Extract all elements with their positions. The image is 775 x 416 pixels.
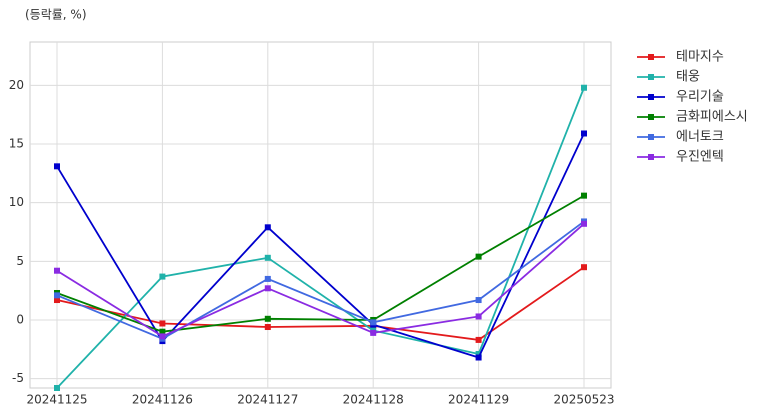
point <box>475 350 482 357</box>
point <box>264 275 271 282</box>
point <box>581 264 587 271</box>
point <box>264 254 271 261</box>
point <box>475 313 482 320</box>
point <box>475 253 482 260</box>
series-line <box>56 223 585 338</box>
legend-marker <box>648 94 654 100</box>
legend-marker <box>648 74 654 80</box>
point <box>159 320 166 327</box>
point <box>581 130 587 137</box>
point <box>54 385 60 391</box>
point <box>581 220 587 227</box>
y-tick-label: 20 <box>9 78 24 92</box>
series-line <box>56 266 585 341</box>
series-line <box>56 87 585 389</box>
point <box>54 292 60 299</box>
point <box>54 267 60 274</box>
legend-label: 에너토크 <box>676 130 724 145</box>
x-tick-label: 20241125 <box>26 393 87 407</box>
plot-frame <box>29 41 612 389</box>
series-line <box>56 220 585 340</box>
legend-label: 우진엔텍 <box>676 150 724 165</box>
point <box>475 336 482 343</box>
point <box>370 319 377 326</box>
legend-marker <box>648 54 654 60</box>
point <box>264 315 271 322</box>
point <box>54 297 60 304</box>
x-tick-label: 20250523 <box>553 393 614 407</box>
legend-marker <box>648 154 654 160</box>
point <box>475 354 482 361</box>
x-tick-label: 20241127 <box>237 393 298 407</box>
x-tick-label: 20241129 <box>448 393 509 407</box>
chart-title: (등락률, %) <box>25 8 87 22</box>
legend-label: 태웅 <box>676 70 700 85</box>
point <box>54 163 60 170</box>
point <box>581 192 587 199</box>
point <box>159 328 166 335</box>
legend-marker <box>648 134 654 140</box>
legend-label: 우리기술 <box>676 90 724 105</box>
series-line <box>56 133 585 359</box>
point <box>264 224 271 231</box>
point <box>159 273 166 280</box>
y-tick-label: 5 <box>16 254 24 268</box>
point <box>581 84 587 91</box>
point <box>264 285 271 292</box>
legend-label: 금화피에스시 <box>676 110 748 125</box>
y-tick-label: 10 <box>9 195 24 209</box>
x-tick-label: 20241126 <box>132 393 193 407</box>
point <box>159 333 166 340</box>
x-tick-label: 20241128 <box>343 393 404 407</box>
point <box>475 297 482 304</box>
y-tick-label: 15 <box>9 137 24 151</box>
y-tick-label: -5 <box>12 371 24 385</box>
point <box>264 324 271 331</box>
point <box>370 329 377 336</box>
y-tick-label: 0 <box>16 312 24 326</box>
legend-marker <box>648 114 654 120</box>
legend-label: 테마지수 <box>676 50 724 65</box>
